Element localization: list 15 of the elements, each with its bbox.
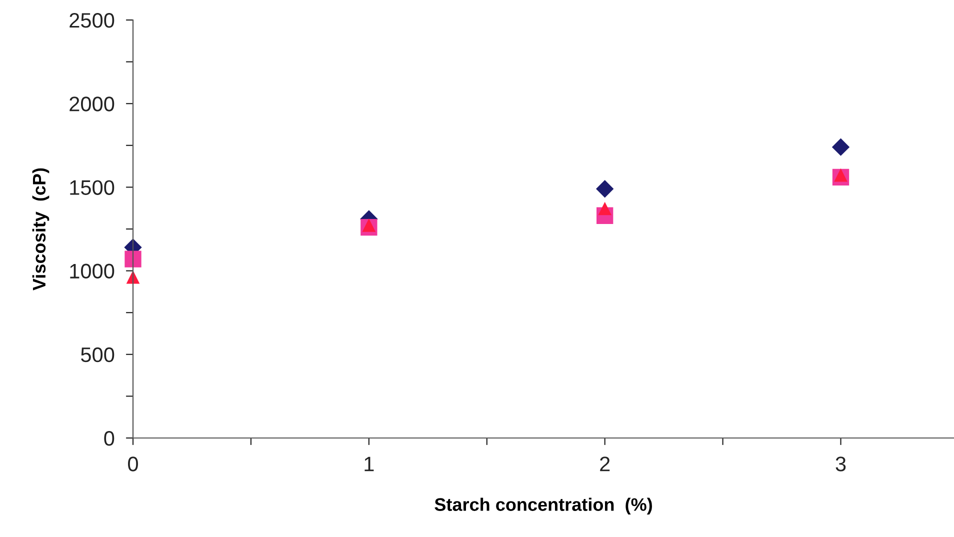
y-tick-label: 0 [104, 431, 114, 446]
x-axis-title: Starch concentration (%) [434, 498, 652, 515]
y-tick-label: 2000 [70, 96, 114, 112]
y-tick-label: 1500 [70, 180, 114, 195]
x-tick-label: 0 [128, 456, 138, 472]
point [124, 250, 142, 268]
y-tick-label: 2500 [70, 13, 114, 28]
x-tick-label: 1 [364, 456, 374, 472]
y-tick-label: 500 [81, 347, 114, 362]
point [596, 180, 614, 198]
y-tick-label: 1000 [70, 264, 114, 279]
x-tick-label: 2 [600, 456, 610, 472]
y-axis-title: Viscosity (cP) [32, 168, 50, 290]
point [832, 138, 850, 156]
x-tick-label: 3 [836, 456, 846, 472]
